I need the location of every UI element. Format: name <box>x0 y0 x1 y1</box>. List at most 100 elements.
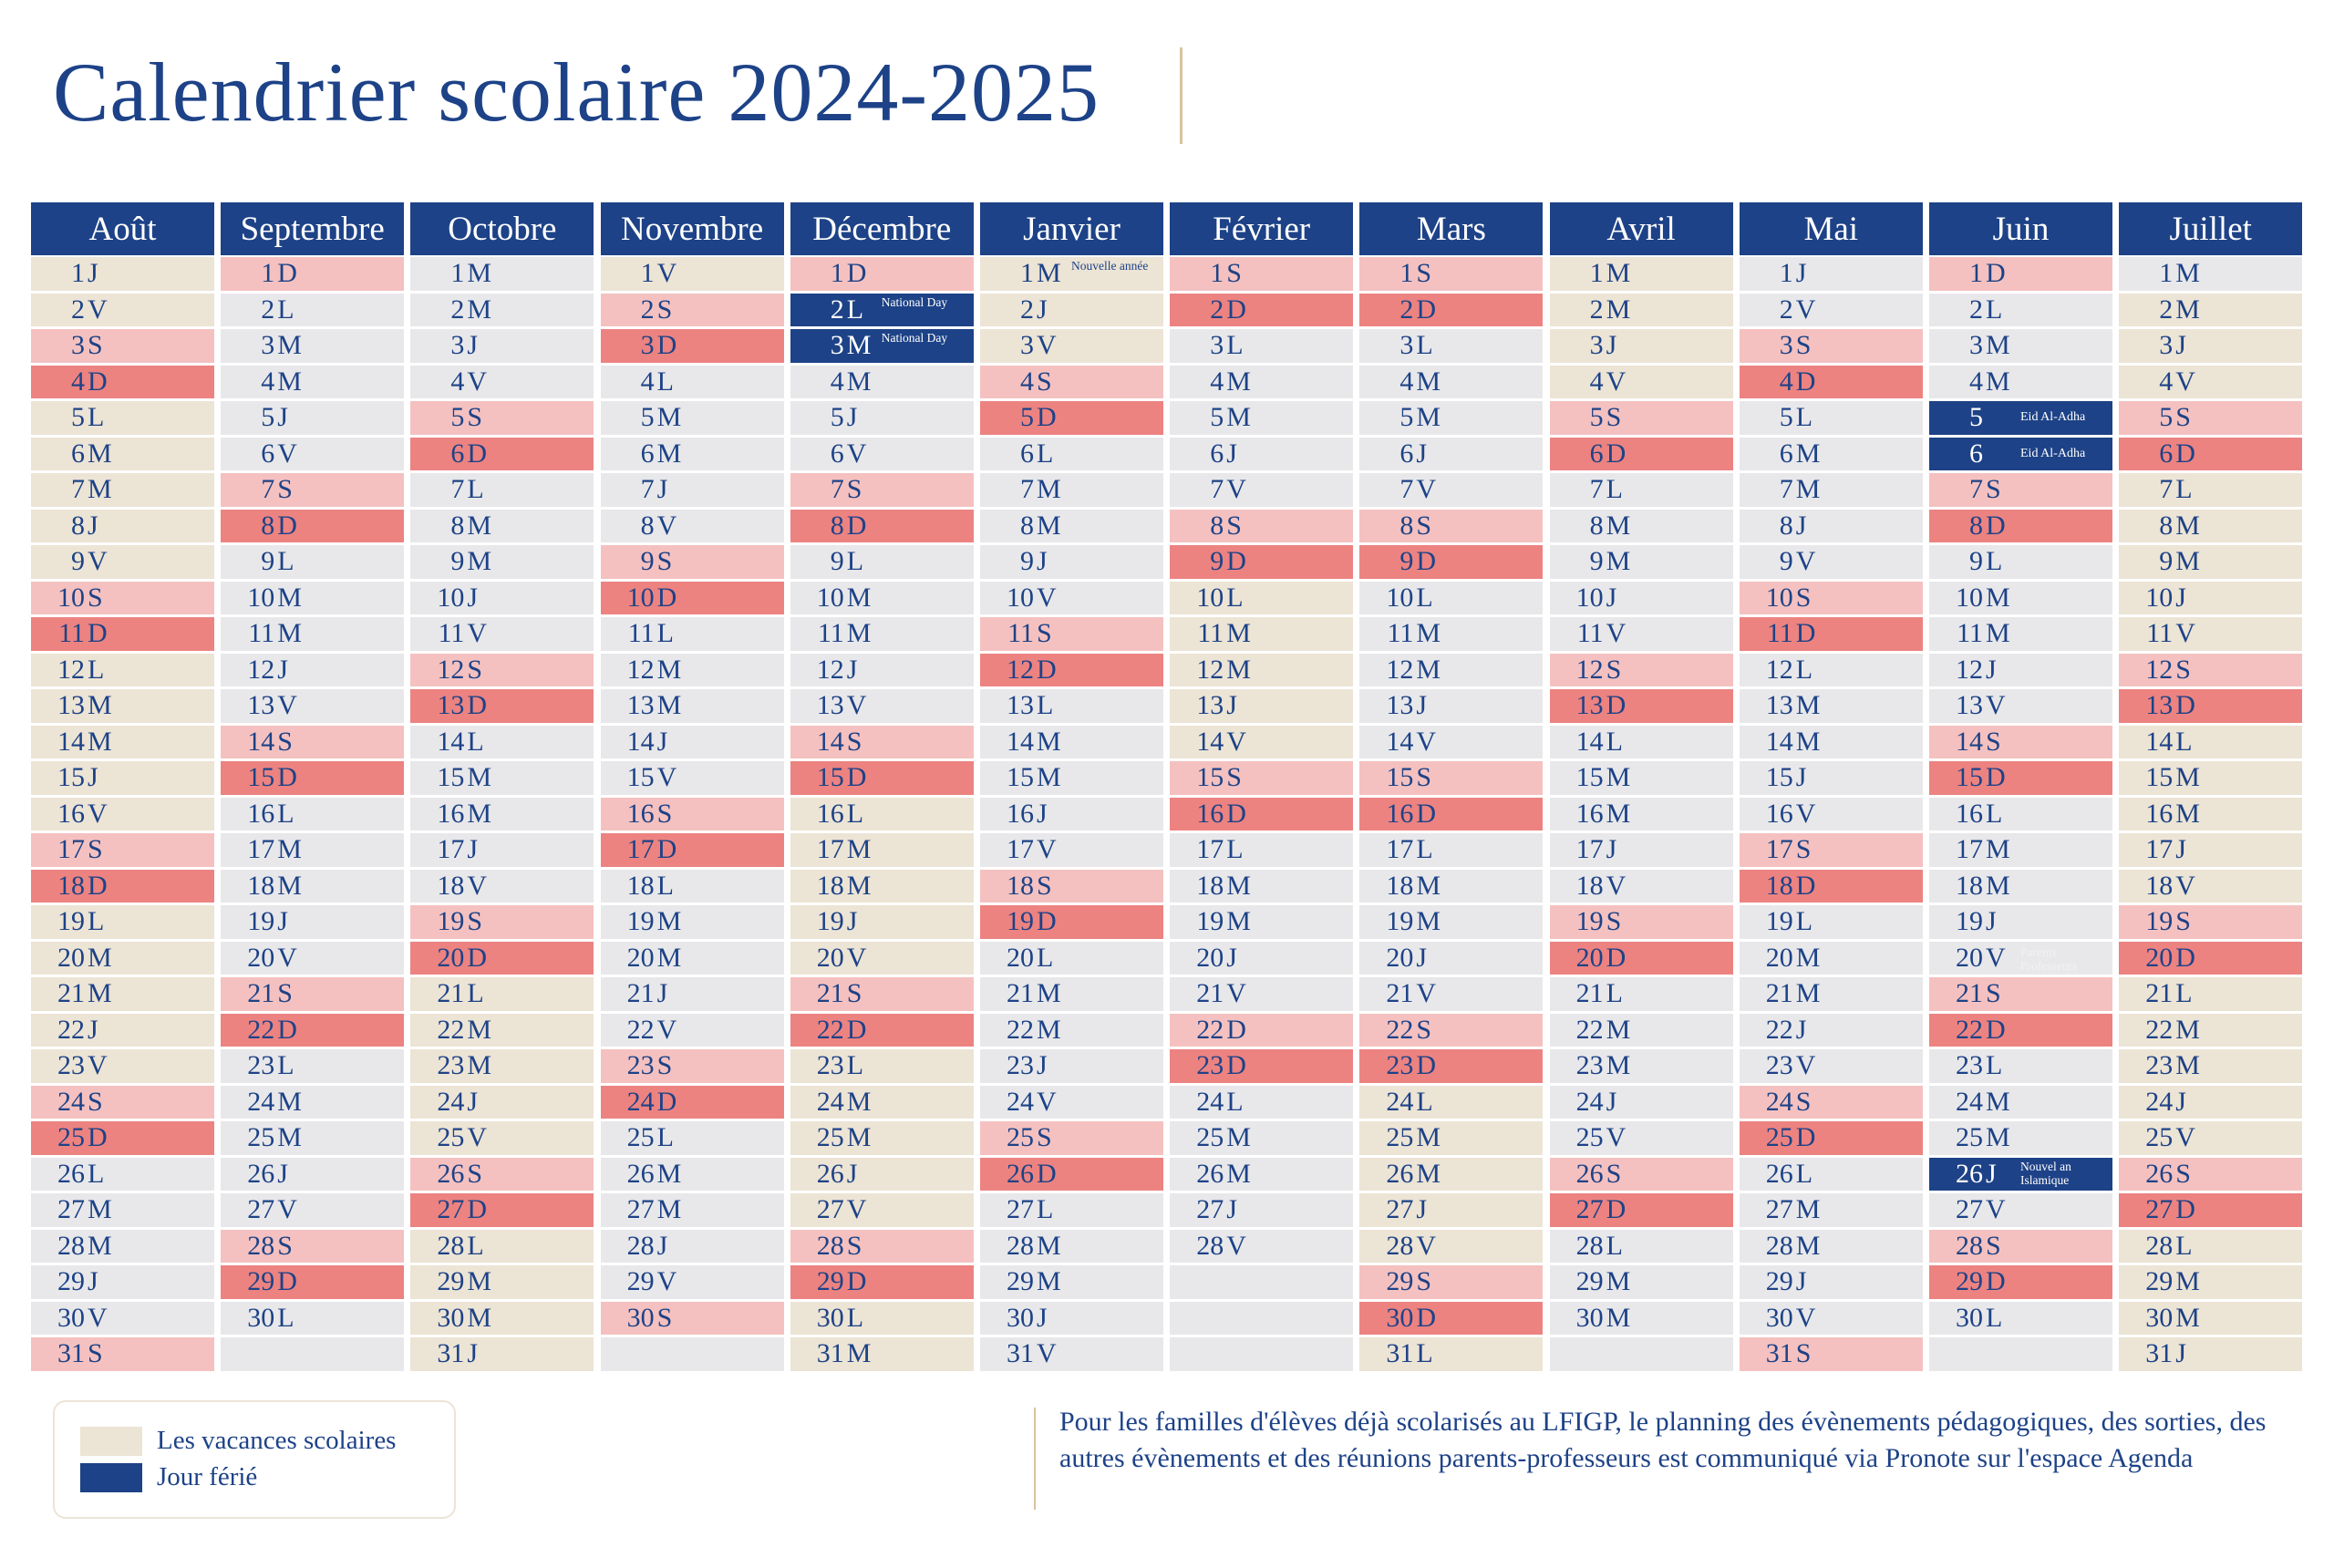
day-number: 10 <box>57 582 85 613</box>
month-header: Août <box>31 202 214 255</box>
day-number: 10 <box>1956 582 1983 613</box>
day-cell: 28 V <box>1170 1229 1354 1263</box>
day-cell: 27 D <box>1549 1193 1733 1227</box>
day-cell: 25 V <box>410 1121 594 1155</box>
day-number: 22 <box>1575 1014 1604 1045</box>
day-number: 21 <box>626 978 655 1008</box>
day-number: 24 <box>247 1086 275 1117</box>
day-number: 4 <box>71 366 85 397</box>
day-letter: L <box>1606 474 1623 504</box>
day-number: 11 <box>2146 618 2174 648</box>
day-cell: 19 S <box>1549 905 1733 939</box>
day-number: 25 <box>2145 1122 2174 1152</box>
day-number: 11 <box>1387 618 1414 648</box>
day-cell: 11 D <box>1739 617 1923 651</box>
day-letter: J <box>467 1338 479 1368</box>
empty-day-cell <box>1170 1301 1354 1335</box>
day-number: 19 <box>1196 906 1224 936</box>
day-number: 29 <box>1765 1266 1793 1296</box>
day-cell: 22 D <box>221 1013 405 1047</box>
day-cell: 26 J <box>221 1157 405 1191</box>
day-number: 13 <box>247 690 275 720</box>
day-cell: 12 S <box>410 653 594 686</box>
day-number: 23 <box>1007 1050 1034 1080</box>
day-letter: M <box>1226 618 1251 648</box>
month-column: Novembre 1 V 2 S 3 D 4 L 5 M 6 M 7 J 8 V 9 S 10 D 11 L 12 M 13 M 14… <box>600 202 784 1374</box>
day-cell: 25 M <box>221 1121 405 1155</box>
day-number: 16 <box>1007 798 1034 829</box>
day-cell: 22 D <box>1929 1013 2112 1047</box>
day-letter: L <box>2175 978 2193 1008</box>
day-number: 14 <box>1765 726 1793 757</box>
day-letter: D <box>277 1014 297 1045</box>
day-number: 10 <box>437 582 465 613</box>
day-letter: V <box>1795 1302 1816 1333</box>
day-letter: M <box>1986 834 2010 864</box>
day-letter: V <box>2175 1122 2195 1152</box>
day-note: Nouvelle année <box>1071 259 1149 273</box>
day-letter: V <box>1795 546 1816 576</box>
day-letter: V <box>1986 1194 2006 1224</box>
day-number: 7 <box>450 474 465 504</box>
day-cell: 21 S <box>221 977 405 1011</box>
day-cell: 21 M <box>980 977 1163 1011</box>
day-cell: 29 D <box>790 1265 974 1299</box>
day-number: 17 <box>1386 834 1414 864</box>
day-cell: 10 J <box>2119 581 2303 614</box>
day-number: 17 <box>57 834 85 864</box>
day-letter: M <box>467 546 492 576</box>
day-number: 11 <box>627 618 655 648</box>
day-letter: L <box>846 798 864 829</box>
day-number: 7 <box>1399 474 1414 504</box>
day-letter: S <box>1986 1230 2001 1261</box>
day-number: 7 <box>1020 474 1034 504</box>
day-cell: 23 M <box>410 1049 594 1083</box>
day-cell: 26 M <box>600 1157 784 1191</box>
day-cell: 13 J <box>1359 689 1544 723</box>
day-cell: 19 S <box>410 905 594 939</box>
day-number: 14 <box>1386 726 1414 757</box>
day-letter: L <box>88 402 105 432</box>
day-letter: M <box>1226 906 1251 936</box>
day-letter: S <box>1795 1338 1812 1368</box>
day-cell: 23 V <box>1739 1049 1923 1083</box>
day-letter: S <box>467 1158 483 1189</box>
day-number: 8 <box>640 510 655 541</box>
day-number: 29 <box>1575 1266 1604 1296</box>
day-letter: L <box>1986 1302 2003 1333</box>
day-cell: 20 D <box>1549 941 1733 975</box>
day-number: 22 <box>626 1014 655 1045</box>
day-cell: 11 M <box>790 617 974 651</box>
day-cell: 24 M <box>221 1085 405 1119</box>
day-cell: 13 D <box>2119 689 2303 723</box>
day-letter: D <box>467 942 488 973</box>
day-cell: 18 D <box>1739 869 1923 903</box>
day-letter: M <box>1606 258 1631 288</box>
day-letter: M <box>1795 474 1821 504</box>
day-number: 19 <box>1956 906 1983 936</box>
day-cell: 24 S <box>1739 1085 1923 1119</box>
day-cell: 15 D <box>1929 761 2112 795</box>
day-number: 9 <box>1020 546 1034 576</box>
day-number: 10 <box>1765 582 1793 613</box>
day-letter: V <box>1606 870 1627 901</box>
day-letter: J <box>88 1014 98 1045</box>
day-cell: 22 M <box>2119 1013 2303 1047</box>
day-number: 26 <box>1386 1158 1414 1189</box>
day-number: 7 <box>830 474 844 504</box>
